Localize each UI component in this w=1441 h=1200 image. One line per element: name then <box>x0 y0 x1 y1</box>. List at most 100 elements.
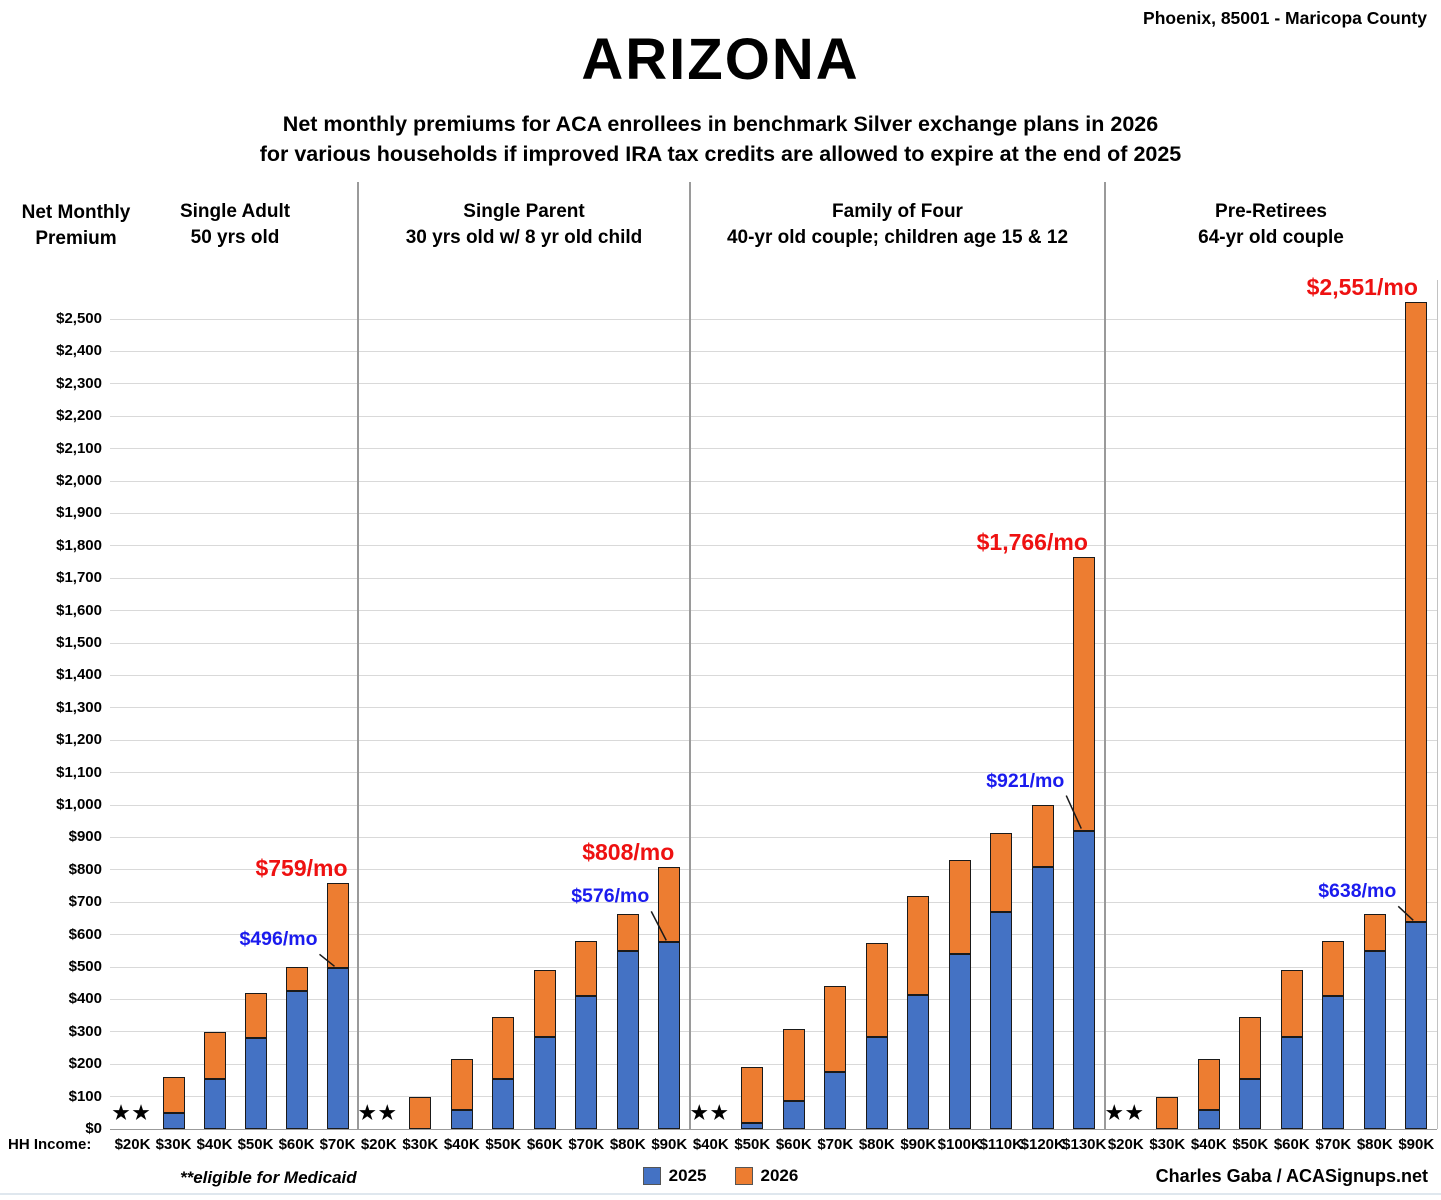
x-tick-label: $80K <box>858 1136 895 1153</box>
bar-2026-segment <box>865 942 888 1037</box>
medicaid-eligible-marker: ★★ <box>112 1103 153 1124</box>
bar-2026-segment <box>450 1059 473 1110</box>
bar-2025-segment <box>824 1072 847 1129</box>
gridline <box>110 480 1437 482</box>
group-subtitle: 30 yrs old w/ 8 yr old child <box>405 226 643 248</box>
x-tick-label: $20K <box>1107 1136 1144 1153</box>
gridline <box>110 966 1437 968</box>
gridline <box>110 674 1437 676</box>
group-header: Pre-Retirees 64-yr old couple <box>1198 199 1344 250</box>
bar-2025-segment <box>285 991 308 1129</box>
gridline <box>110 836 1437 838</box>
callout-2026-value: $808/mo <box>582 839 675 866</box>
x-tick-label: $80K <box>609 1136 646 1153</box>
bar-2026-segment <box>948 860 971 955</box>
medicaid-eligible-marker: ★★ <box>358 1103 399 1124</box>
medicaid-eligible-marker: ★★ <box>690 1103 731 1124</box>
y-tick-label: $2,100 <box>56 439 102 457</box>
y-tick-label: $1,800 <box>56 536 102 554</box>
x-tick-label: $60K <box>775 1136 812 1153</box>
gridline <box>110 934 1437 936</box>
bar-2026-segment <box>244 992 267 1039</box>
legend-label: 2025 <box>668 1166 707 1185</box>
y-tick-label: $900 <box>68 828 102 846</box>
bar-2025-segment <box>244 1038 267 1129</box>
bar-2026-segment <box>782 1028 805 1102</box>
x-tick-label: $50K <box>734 1136 771 1153</box>
gridline <box>110 318 1437 320</box>
y-tick-label: $1,300 <box>56 698 102 716</box>
y-tick-label: $2,000 <box>56 472 102 489</box>
x-tick-label: $70K <box>817 1136 854 1153</box>
bar-2026-segment <box>1280 970 1303 1037</box>
bar-2025-segment <box>1280 1036 1303 1129</box>
y-tick-label: $500 <box>68 958 102 975</box>
callout-2026-value: $1,766/mo <box>976 528 1088 555</box>
legend-item: 2026 <box>734 1166 799 1186</box>
legend-swatch <box>734 1167 753 1185</box>
bar-2026-segment <box>285 967 308 992</box>
bar-2025-segment <box>1405 922 1428 1129</box>
x-tick-label: $70K <box>568 1136 605 1153</box>
bar-2026-segment <box>1239 1017 1262 1079</box>
callout-2025-value: $576/mo <box>571 885 650 908</box>
gridline <box>110 545 1437 547</box>
y-tick-label: $1,200 <box>56 731 102 749</box>
callout-2025-value: $496/mo <box>239 928 318 951</box>
x-tick-label: $40K <box>443 1136 480 1153</box>
bar-2026-segment <box>1156 1096 1179 1129</box>
gridline <box>110 869 1437 871</box>
x-tick-label: $70K <box>319 1136 356 1153</box>
x-tick-label: $60K <box>526 1136 563 1153</box>
bar-2025-segment <box>990 911 1013 1129</box>
gridline <box>110 772 1437 774</box>
location-label: Phoenix, 85001 - Maricopa County <box>1143 8 1427 28</box>
bar-2026-segment <box>990 832 1013 912</box>
gridline <box>110 512 1437 514</box>
bar-2026-segment <box>1405 302 1428 923</box>
legend-label: 2026 <box>760 1166 799 1185</box>
bar-2025-segment <box>907 994 930 1129</box>
bar-2025-segment <box>533 1036 556 1129</box>
y-tick-label: $1,100 <box>56 763 102 781</box>
gridline <box>110 383 1437 385</box>
y-tick-label: $100 <box>68 1087 102 1105</box>
bar-2025-segment <box>203 1078 226 1129</box>
bar-2025-segment <box>658 942 681 1129</box>
bar-2026-segment <box>575 941 598 997</box>
bar-2026-segment <box>1322 941 1345 997</box>
bar-2025-segment <box>865 1036 888 1129</box>
x-axis-title: HH Income: <box>8 1136 92 1153</box>
bar-2025-segment <box>162 1112 185 1129</box>
y-tick-label: $1,900 <box>56 504 102 522</box>
x-tick-label: $30K <box>155 1136 192 1153</box>
x-tick-label: $20K <box>360 1136 397 1153</box>
bar-2026-segment <box>907 895 930 995</box>
bar-2026-segment <box>533 970 556 1037</box>
group-divider <box>1104 182 1106 1129</box>
y-tick-label: $2,400 <box>56 342 102 360</box>
callout-2025-value: $638/mo <box>1318 880 1397 903</box>
x-tick-label: $40K <box>196 1136 233 1153</box>
bar-2026-segment <box>326 883 349 969</box>
group-title: Single Parent <box>463 201 585 222</box>
bar-2026-segment <box>616 913 639 951</box>
x-tick-label: $50K <box>1232 1136 1269 1153</box>
x-tick-label: $130K <box>1062 1136 1107 1153</box>
y-tick-label: $1,600 <box>56 601 102 619</box>
x-tick-label: $110K <box>979 1136 1023 1153</box>
bar-2026-segment <box>658 867 681 943</box>
bar-2025-segment <box>741 1122 764 1129</box>
bar-2026-segment <box>203 1031 226 1079</box>
callout-2026-value: $2,551/mo <box>1306 274 1418 301</box>
gridline <box>110 739 1437 741</box>
chart-title: ARIZONA <box>581 27 860 92</box>
y-tick-label: $2,500 <box>56 310 102 327</box>
y-tick-label: $1,000 <box>56 796 102 813</box>
x-tick-label: $100K <box>937 1136 982 1153</box>
x-tick-label: $90K <box>651 1136 688 1153</box>
bar-2025-segment <box>450 1109 473 1129</box>
group-title: Family of Four <box>832 201 963 222</box>
group-header: Single Adult 50 yrs old <box>180 199 290 250</box>
y-tick-label: $2,200 <box>56 407 102 425</box>
